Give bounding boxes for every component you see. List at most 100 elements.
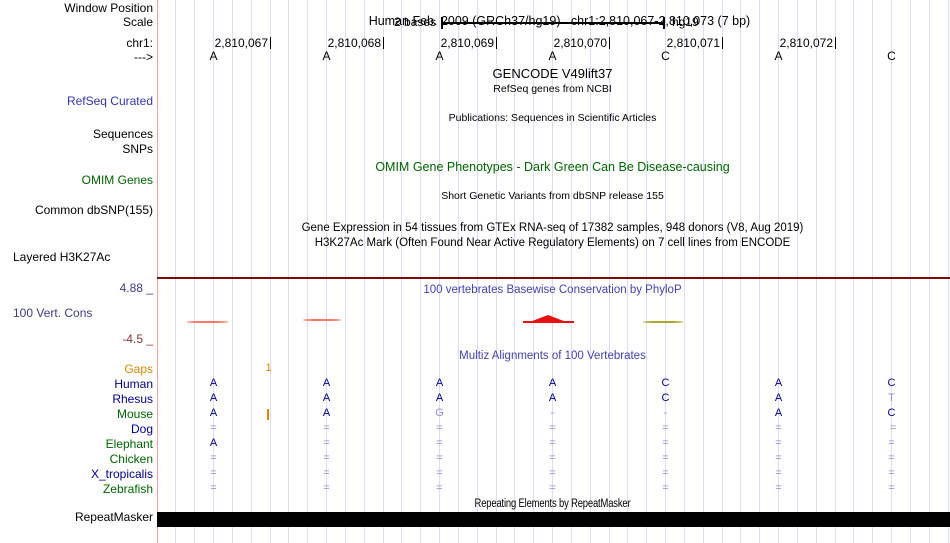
- alignment-cell: =: [323, 422, 330, 434]
- alignment-cell: =: [210, 452, 217, 464]
- gridline: [589, 0, 591, 543]
- alignment-cell: =: [888, 452, 895, 464]
- alignment-cell: =: [549, 467, 556, 479]
- alignment-cell: =: [775, 422, 782, 434]
- gridline: [891, 0, 892, 543]
- gridline: [382, 0, 384, 543]
- alignment-cell: A: [209, 437, 218, 449]
- alignment-cell: =: [775, 452, 782, 464]
- alignment-cell: T: [888, 392, 895, 404]
- alignment-cell: C: [661, 377, 670, 389]
- track-label-gaps[interactable]: Gaps: [124, 362, 153, 376]
- track-title-h3k27ac[interactable]: H3K27Ac Mark (Often Found Near Active Re…: [314, 237, 791, 249]
- track-title-publications[interactable]: Publications: Sequences in Scientific Ar…: [448, 112, 657, 124]
- track-title-dbsnp-sub[interactable]: Short Genetic Variants from dbSNP releas…: [441, 190, 664, 202]
- alignment-cell: A: [435, 392, 444, 404]
- alignment-cell: =: [549, 437, 556, 449]
- alignment-cell: A: [209, 407, 218, 419]
- gridline: [608, 0, 610, 543]
- track-label-sequences[interactable]: Sequences: [92, 127, 153, 141]
- species-label-x_tropicalis[interactable]: X_tropicalis: [90, 467, 153, 481]
- ruler-number: 2,810,071: [666, 36, 720, 50]
- gridline: [363, 0, 365, 543]
- alignment-cell: =: [662, 482, 669, 494]
- alignment-cell: =: [323, 452, 330, 464]
- track-left-guideline: [157, 0, 158, 543]
- track-title-multiz[interactable]: Multiz Alignments of 100 Vertebrates: [459, 350, 646, 362]
- header-title-row: Human Feb. 2009 (GRCh37/hg19) chr1:2,810…: [157, 2, 948, 41]
- track-label-common-dbsnp[interactable]: Common dbSNP(155): [34, 203, 153, 217]
- track-title-phylop[interactable]: 100 vertebrates Basewise Conservation by…: [423, 284, 682, 296]
- gridline: [796, 0, 798, 543]
- scale-bar-cap-right: [663, 17, 665, 29]
- ruler-base-letter: C: [661, 49, 670, 63]
- ruler-base-letter: C: [887, 49, 896, 63]
- alignment-cell: =: [775, 467, 782, 479]
- alignment-cell: =: [549, 482, 556, 494]
- gridline: [420, 0, 422, 543]
- scale-value: 2 bases: [393, 15, 436, 29]
- gridline: [909, 0, 911, 543]
- gridline: [401, 0, 403, 543]
- track-label-refseq-curated[interactable]: RefSeq Curated: [66, 94, 153, 108]
- alignment-cell: A: [322, 377, 331, 389]
- gridline: [552, 0, 553, 543]
- gridline: [646, 0, 648, 543]
- gridline: [778, 0, 779, 543]
- ruler-tick: [383, 37, 384, 49]
- track-title-gencode[interactable]: GENCODE V49lift37: [492, 66, 613, 81]
- gaps-insert-count: 1: [265, 362, 272, 374]
- track-label-snps[interactable]: SNPs: [122, 142, 153, 156]
- gridline: [514, 0, 516, 543]
- track-label-repeatmasker[interactable]: RepeatMasker: [74, 510, 153, 524]
- species-label-rhesus[interactable]: Rhesus: [112, 392, 153, 406]
- phylop-wiggle-segment: [303, 319, 341, 321]
- alignment-cell: A: [774, 407, 783, 419]
- gridline: [570, 0, 572, 543]
- ruler-number: 2,810,067: [214, 36, 268, 50]
- gridline: [213, 0, 214, 543]
- alignment-cell: -: [663, 407, 668, 419]
- species-label-mouse[interactable]: Mouse: [116, 407, 153, 421]
- gridline: [194, 0, 196, 543]
- alignment-cell: =: [888, 437, 895, 449]
- species-label-zebrafish[interactable]: Zebrafish: [102, 482, 153, 496]
- species-label-chicken[interactable]: Chicken: [109, 452, 153, 466]
- gridline: [815, 0, 817, 543]
- track-title-omim-title[interactable]: OMIM Gene Phenotypes - Dark Green Can Be…: [375, 160, 730, 174]
- species-label-dog[interactable]: Dog: [130, 422, 153, 436]
- gridline: [740, 0, 742, 543]
- alignment-cell: A: [209, 392, 218, 404]
- track-label-layered-h3k27ac[interactable]: Layered H3K27Ac: [13, 250, 111, 264]
- species-label-human[interactable]: Human: [114, 377, 153, 391]
- alignment-cell: =: [662, 452, 669, 464]
- gridline: [175, 0, 177, 543]
- repeatmasker-track-bar[interactable]: [157, 512, 950, 527]
- scale-bar-cap-left: [441, 17, 443, 29]
- alignment-cell: =: [549, 422, 556, 434]
- gridline: [928, 0, 930, 543]
- track-label-window-position: Window Position: [64, 1, 153, 15]
- gridline: [759, 0, 761, 543]
- ruler-tick: [496, 37, 497, 49]
- track-label-chrom: chr1:: [126, 36, 153, 50]
- gridline: [495, 0, 497, 543]
- track-title-repeat-title[interactable]: Repeating Elements by RepeatMasker: [474, 498, 631, 510]
- track-title-refseq-sub[interactable]: RefSeq genes from NCBI: [493, 83, 612, 95]
- track-title-gtex[interactable]: Gene Expression in 54 tissues from GTEx …: [301, 222, 804, 234]
- phylop-wiggle-segment: [187, 321, 228, 323]
- gridline: [250, 0, 252, 543]
- alignment-cell: =: [888, 482, 895, 494]
- alignment-cell: =: [436, 482, 443, 494]
- alignment-cell: A: [774, 392, 783, 404]
- track-label-omim-genes[interactable]: OMIM Genes: [81, 173, 153, 187]
- gridline: [533, 0, 535, 543]
- ruler-number: 2,810,072: [779, 36, 833, 50]
- alignment-cell: A: [774, 377, 783, 389]
- species-label-elephant[interactable]: Elephant: [105, 437, 153, 451]
- gridline: [947, 0, 949, 543]
- gridline: [702, 0, 704, 543]
- gridline: [231, 0, 233, 543]
- track-label-vert-cons[interactable]: 100 Vert. Cons: [13, 306, 93, 320]
